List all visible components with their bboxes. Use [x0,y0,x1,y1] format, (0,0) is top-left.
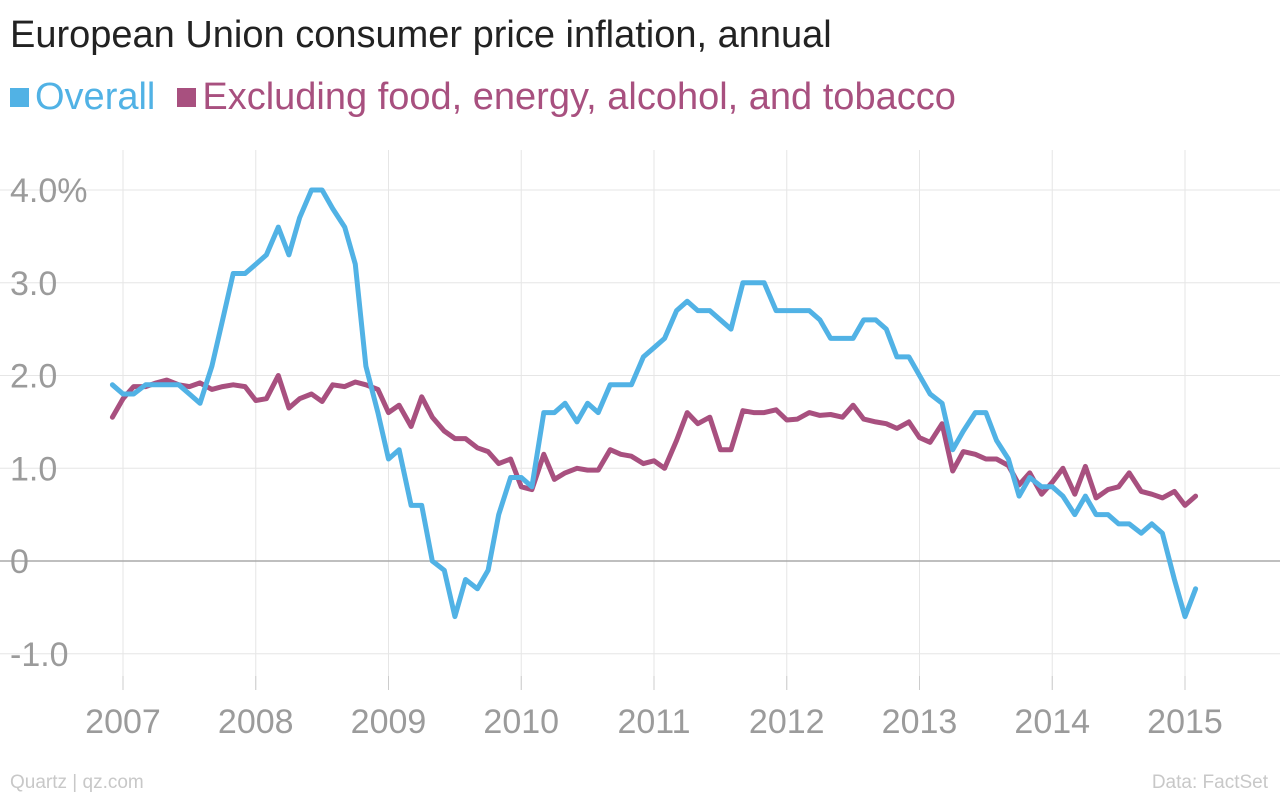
x-tick-label-2011: 2011 [617,703,690,741]
y-tick-label-4.0%: 4.0% [10,172,88,210]
legend-label-core: Excluding food, energy, alcohol, and tob… [202,76,956,118]
x-tick-label-2009: 2009 [351,703,427,741]
x-tick-label-2014: 2014 [1014,703,1090,741]
legend-item-core: Excluding food, energy, alcohol, and tob… [177,76,956,119]
legend: Overall Excluding food, energy, alcohol,… [10,76,978,119]
source-credit: Quartz | qz.com [10,772,144,793]
legend-swatch-core [177,88,197,107]
legend-item-overall: Overall [10,76,155,119]
x-tick-label-2010: 2010 [483,703,559,741]
x-tick-label-2015: 2015 [1147,703,1223,741]
x-tick-label-2013: 2013 [882,703,958,741]
chart-title: European Union consumer price inflation,… [10,14,832,56]
y-tick-label-3.0: 3.0 [10,265,57,303]
x-tick-label-2008: 2008 [218,703,294,741]
y-tick-label-1.0: 1.0 [10,450,57,488]
legend-swatch-overall [10,88,29,107]
y-tick-label--1.0: -1.0 [10,636,69,674]
x-tick-label-2007: 2007 [85,703,161,741]
x-tick-label-2012: 2012 [749,703,825,741]
y-tick-label-2.0: 2.0 [10,358,57,396]
legend-label-overall: Overall [35,76,156,118]
series-line-overall [109,187,1199,620]
y-tick-label-0: 0 [10,543,29,581]
data-source: Data: FactSet [1151,772,1268,793]
